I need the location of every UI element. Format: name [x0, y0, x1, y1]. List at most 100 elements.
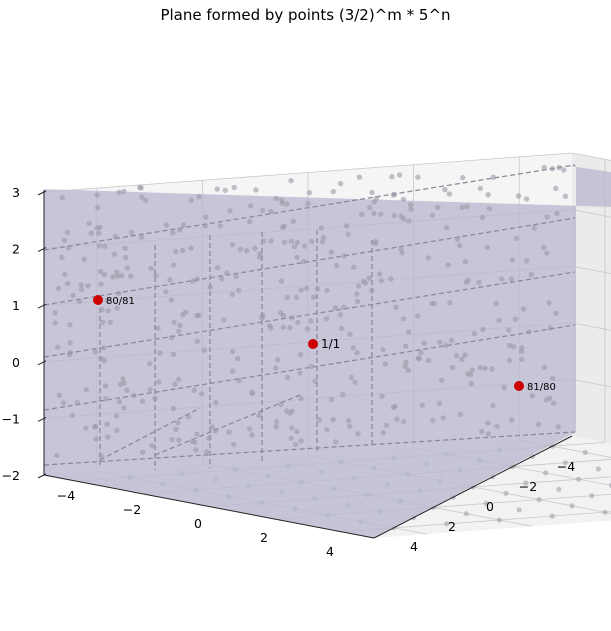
lattice-point — [176, 437, 182, 443]
lattice-point — [390, 404, 397, 411]
lattice-point — [544, 250, 550, 256]
lattice-point — [369, 189, 375, 196]
lattice-point — [562, 193, 569, 199]
lattice-point — [443, 342, 449, 349]
floor-point — [569, 503, 575, 509]
lattice-point — [54, 452, 60, 459]
lattice-point — [347, 331, 353, 337]
highlighted-point-label: 80/81 — [106, 296, 135, 307]
lattice-point — [316, 417, 323, 423]
lattice-point — [553, 310, 559, 317]
gridline-z — [43, 152, 611, 193]
highlighted-point-label: 1/1 — [321, 337, 340, 351]
lattice-point — [66, 352, 73, 358]
lattice-point — [490, 174, 496, 180]
lattice-point — [224, 270, 230, 276]
lattice-point — [247, 218, 253, 225]
lattice-point — [95, 205, 101, 211]
lattice-point — [318, 225, 325, 231]
plane-gridline — [154, 394, 301, 456]
lattice-point — [309, 238, 315, 245]
plane-gridline — [43, 164, 576, 251]
lattice-point — [366, 275, 372, 281]
lattice-point — [297, 351, 304, 358]
lattice-point — [408, 206, 414, 212]
z-tick-label: 1 — [12, 298, 20, 313]
axes — [43, 190, 573, 539]
floor-point — [595, 466, 602, 472]
y-tick-label: 2 — [448, 519, 456, 534]
highlighted-points: 1/1 80/81 81/80 — [93, 295, 556, 393]
lattice-point — [284, 294, 290, 301]
lattice-point — [429, 212, 436, 218]
lattice-point — [284, 201, 290, 207]
lattice-point — [267, 323, 273, 329]
lattice-point — [101, 271, 108, 278]
lattice-point — [350, 264, 357, 270]
lattice-point — [290, 218, 296, 225]
lattice-point — [110, 274, 116, 280]
lattice-point — [447, 300, 453, 306]
lattice-point — [157, 350, 163, 356]
lattice-point — [78, 282, 85, 288]
lattice-point — [253, 187, 259, 193]
lattice-point — [445, 262, 451, 268]
lattice-point — [348, 374, 355, 380]
lattice-point — [170, 351, 177, 357]
lattice-point — [103, 396, 109, 402]
lattice-point — [147, 386, 153, 393]
lattice-point — [435, 204, 441, 211]
lattice-point — [209, 424, 215, 430]
lattice-point — [513, 235, 520, 242]
lattice-point — [114, 427, 120, 434]
lattice-point — [107, 319, 113, 326]
floor-point — [503, 490, 509, 496]
lattice-point — [230, 348, 236, 355]
lattice-point — [294, 254, 300, 261]
lattice-point — [143, 197, 149, 204]
lattice-point — [437, 339, 443, 346]
lattice-point — [543, 397, 549, 403]
lattice-point — [388, 276, 394, 282]
lattice-point — [214, 265, 221, 271]
plane-surface — [44, 165, 611, 538]
lattice-point — [278, 310, 284, 316]
lattice-point — [56, 392, 62, 398]
lattice-point — [52, 320, 58, 326]
lattice-point — [372, 240, 379, 246]
lattice-point — [391, 212, 397, 219]
lattice-point — [400, 216, 407, 222]
lattice-point — [469, 367, 475, 373]
lattice-point — [293, 294, 300, 300]
lattice-point — [371, 210, 377, 217]
z-tick — [37, 360, 47, 366]
lattice-point — [138, 234, 145, 240]
lattice-point — [153, 272, 159, 279]
lattice-point — [113, 413, 120, 419]
lattice-point — [295, 319, 301, 326]
lattice-point — [70, 292, 76, 299]
lattice-point — [180, 222, 187, 228]
x-axis-line — [43, 474, 375, 539]
lattice-point — [188, 245, 194, 251]
lattice-point — [198, 391, 205, 397]
lattice-point — [332, 305, 339, 311]
lattice-point — [294, 428, 300, 435]
lattice-point — [280, 324, 286, 330]
lattice-point — [155, 325, 161, 331]
lattice-point — [421, 340, 427, 346]
lattice-point — [76, 298, 83, 305]
lattice-point — [231, 184, 237, 191]
lattice-point — [194, 312, 200, 319]
lattice-point — [418, 349, 424, 356]
floor-point — [516, 507, 522, 513]
lattice-point — [402, 363, 408, 370]
lattice-point — [207, 284, 213, 290]
lattice-point — [467, 371, 474, 378]
lattice-point — [529, 393, 535, 399]
lattice-point — [288, 177, 294, 184]
z-tick-label: −2 — [2, 468, 20, 483]
lattice-point — [506, 327, 512, 333]
floor-point — [536, 497, 542, 503]
z-tick-label: −1 — [2, 411, 20, 426]
